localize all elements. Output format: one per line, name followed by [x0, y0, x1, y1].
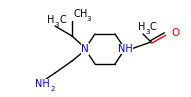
Text: C: C — [59, 15, 66, 25]
Text: 3: 3 — [86, 16, 91, 22]
Text: 2: 2 — [51, 86, 55, 92]
Text: C: C — [74, 9, 81, 19]
Text: 3: 3 — [145, 29, 150, 35]
Text: 3: 3 — [54, 22, 58, 28]
Text: H: H — [47, 15, 54, 25]
Text: C: C — [149, 22, 156, 32]
Text: N: N — [81, 44, 89, 54]
Text: H: H — [80, 9, 87, 19]
Text: O: O — [171, 28, 179, 38]
Text: NH: NH — [35, 79, 49, 89]
Text: H: H — [138, 22, 145, 32]
Text: NH: NH — [118, 44, 132, 54]
